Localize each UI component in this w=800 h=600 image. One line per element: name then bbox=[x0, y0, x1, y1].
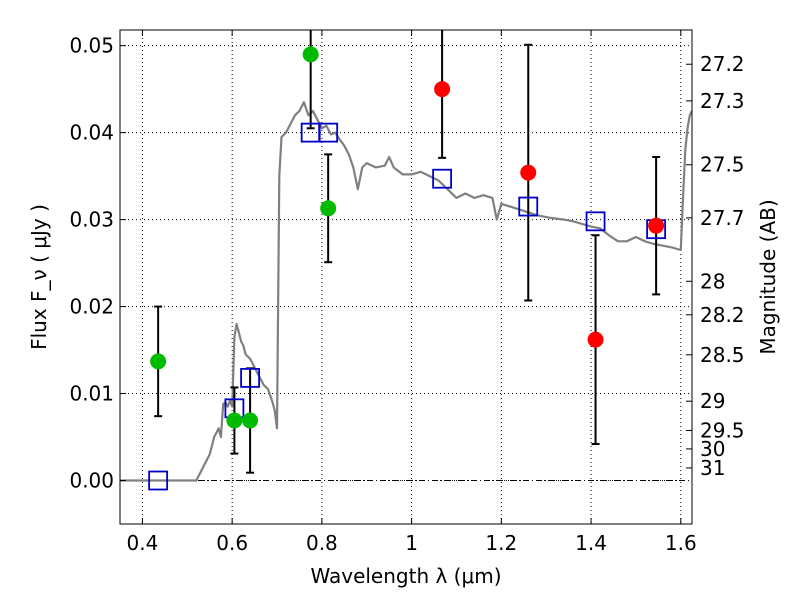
right-tick-label: 28 bbox=[700, 269, 725, 293]
y-tick-label: 0.01 bbox=[69, 382, 114, 406]
right-tick-label: 29.5 bbox=[700, 418, 745, 442]
x-tick-label: 1.2 bbox=[485, 531, 517, 555]
y-tick-label: 0.03 bbox=[69, 208, 114, 232]
right-tick-label: 27.2 bbox=[700, 52, 745, 76]
model-square-marker bbox=[148, 470, 169, 491]
green-points-marker bbox=[226, 412, 243, 429]
right-axis-label: Magnitude (AB) bbox=[756, 199, 780, 354]
red-points-marker bbox=[434, 81, 451, 98]
right-tick-label: 31 bbox=[700, 456, 725, 480]
observed-points bbox=[150, 46, 665, 429]
model-squares bbox=[148, 122, 667, 491]
model-square-marker bbox=[432, 168, 453, 189]
y-axis-ticks: 0.00 0.01 0.02 0.03 0.04 0.05 bbox=[69, 34, 126, 493]
red-points-marker bbox=[520, 164, 537, 181]
y-tick-label: 0.05 bbox=[69, 34, 114, 58]
sed-curve bbox=[120, 101, 692, 482]
right-tick-label: 28.5 bbox=[700, 343, 745, 367]
right-tick-label: 27.3 bbox=[700, 89, 745, 113]
grid bbox=[120, 30, 692, 524]
green-points-marker bbox=[242, 412, 259, 429]
y-tick-label: 0.00 bbox=[69, 469, 114, 493]
model-square-marker bbox=[318, 122, 339, 143]
green-points-marker bbox=[320, 200, 337, 217]
green-points-marker bbox=[150, 353, 167, 370]
model-square-marker bbox=[518, 196, 539, 217]
x-tick-label: 0.8 bbox=[306, 531, 338, 555]
model-square-marker bbox=[240, 367, 261, 388]
right-tick-label: 28.2 bbox=[700, 303, 745, 327]
green-points-marker bbox=[302, 46, 319, 63]
x-tick-label: 1 bbox=[405, 531, 418, 555]
x-axis-label: Wavelength λ (μm) bbox=[310, 564, 501, 588]
y-axis-label: Flux F_ν ( μJy ) bbox=[27, 204, 51, 350]
red-points-marker bbox=[648, 217, 665, 234]
y-tick-label: 0.02 bbox=[69, 295, 114, 319]
x-tick-label: 0.4 bbox=[127, 531, 159, 555]
x-axis-ticks: 0.4 0.6 0.8 1 1.2 1.4 1.6 bbox=[127, 30, 697, 555]
x-tick-label: 1.6 bbox=[665, 531, 697, 555]
y-tick-label: 0.04 bbox=[69, 121, 114, 145]
model-square-marker bbox=[585, 211, 606, 232]
red-points-marker bbox=[587, 331, 604, 348]
sed-line bbox=[120, 101, 692, 482]
x-tick-label: 0.6 bbox=[216, 531, 248, 555]
right-tick-label: 29 bbox=[700, 389, 725, 413]
right-tick-label: 30 bbox=[700, 437, 725, 461]
plot-frame bbox=[119, 29, 693, 525]
x-tick-label: 1.4 bbox=[575, 531, 607, 555]
right-tick-label: 27.5 bbox=[700, 153, 745, 177]
right-tick-label: 27.7 bbox=[700, 206, 745, 230]
